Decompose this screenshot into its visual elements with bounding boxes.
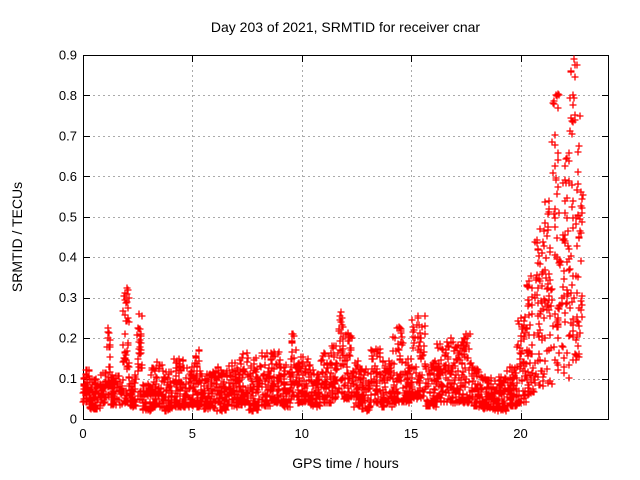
grid-lines	[83, 55, 608, 419]
x-tick-label: 5	[189, 426, 196, 441]
y-tick-label: 0.4	[59, 250, 77, 265]
x-tick-label: 15	[404, 426, 418, 441]
y-tick-label: 0.5	[59, 209, 77, 224]
y-tick-label: 0.9	[59, 48, 77, 63]
plot-border	[83, 55, 609, 420]
y-tick-label: 0.8	[59, 88, 77, 103]
y-tick-label: 0.7	[59, 128, 77, 143]
y-tick-label: 0.1	[59, 371, 77, 386]
y-tick-label: 0.6	[59, 169, 77, 184]
y-tick-label: 0.2	[59, 331, 77, 346]
chart-title: Day 203 of 2021, SRMTID for receiver cna…	[210, 19, 481, 35]
x-tick-label: 10	[295, 426, 309, 441]
data-points	[79, 55, 587, 415]
x-tick-label: 20	[513, 426, 527, 441]
x-tick-label: 0	[79, 426, 86, 441]
y-tick-label: 0.3	[59, 290, 77, 305]
tick-marks	[83, 55, 608, 420]
y-tick-label: 0	[70, 412, 77, 427]
x-axis-label: GPS time / hours	[292, 455, 399, 471]
y-axis-label: SRMTID / TECUs	[9, 181, 25, 293]
